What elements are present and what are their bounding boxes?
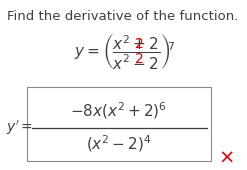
Text: $y' =$: $y' =$ [6, 119, 33, 137]
Text: Find the derivative of the function.: Find the derivative of the function. [7, 10, 239, 23]
Text: $y = \left(\dfrac{x^2 + 2}{x^2 - 2}\right)^{\!\!7}$: $y = \left(\dfrac{x^2 + 2}{x^2 - 2}\righ… [74, 32, 176, 71]
Text: $-8x\left(x^2+2\right)^6$: $-8x\left(x^2+2\right)^6$ [70, 100, 167, 121]
Text: $\left(x^2-2\right)^4$: $\left(x^2-2\right)^4$ [86, 133, 152, 154]
Text: $2$: $2$ [134, 37, 143, 51]
Text: $2$: $2$ [134, 52, 143, 66]
FancyBboxPatch shape [27, 87, 211, 161]
Text: $\times$: $\times$ [218, 149, 234, 167]
